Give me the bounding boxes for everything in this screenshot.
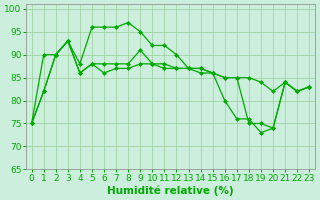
X-axis label: Humidité relative (%): Humidité relative (%): [107, 185, 234, 196]
